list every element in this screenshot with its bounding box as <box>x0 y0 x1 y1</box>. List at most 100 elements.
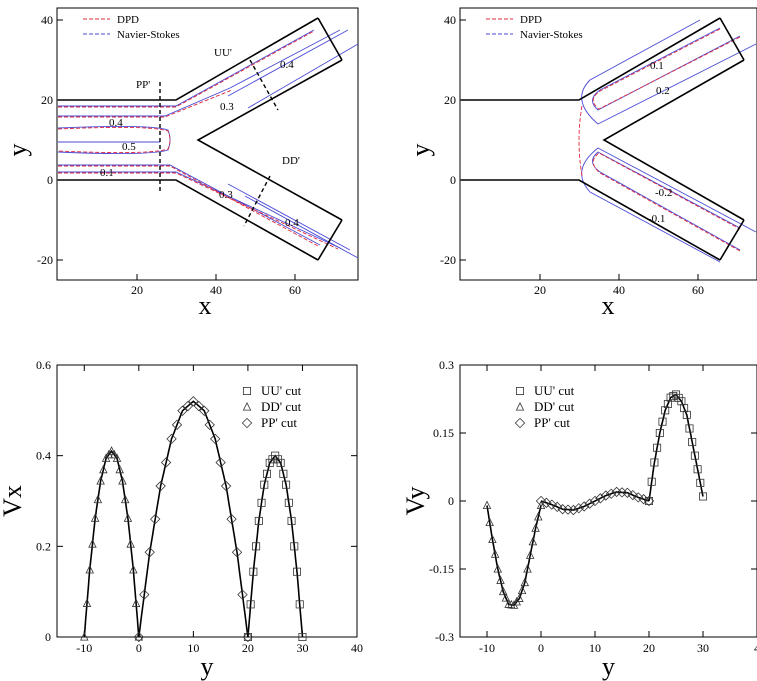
x-tick-label: 30 <box>697 641 709 655</box>
y-axis-label: y <box>3 144 32 157</box>
diamond-marker <box>182 400 194 412</box>
square-marker <box>287 516 296 525</box>
y-tick-label: -20 <box>440 253 456 267</box>
y-tick-label: 40 <box>41 13 53 27</box>
channel-walls <box>58 17 343 261</box>
diamond-marker <box>144 547 155 558</box>
x-tick-label: 40 <box>613 283 625 297</box>
channel-walls <box>461 17 745 261</box>
x-tick-label: 0 <box>538 641 544 655</box>
y-tick-label: 40 <box>444 13 456 27</box>
diamond-marker <box>568 504 579 516</box>
diamond-marker <box>589 495 601 507</box>
square-marker <box>663 399 672 408</box>
triangle-marker <box>517 585 527 595</box>
triangle-marker <box>80 632 89 641</box>
x-tick-label: 20 <box>242 641 254 655</box>
diamond-marker <box>606 488 617 499</box>
top-right-frame <box>459 7 757 281</box>
square-marker <box>647 477 656 486</box>
top-left-x-ticks: 20 40 60 <box>131 274 301 297</box>
square-marker <box>669 392 678 401</box>
legend-label: Navier-Stokes <box>520 29 583 41</box>
triangle-marker <box>120 494 130 504</box>
x-axis-label: x <box>199 291 212 320</box>
diamond-marker <box>188 396 199 407</box>
contour-label: 0.4 <box>285 217 299 229</box>
triangle-marker <box>96 476 105 485</box>
triangle-marker <box>531 523 540 532</box>
square-marker <box>295 600 304 609</box>
contour-label: 0.1 <box>100 167 114 179</box>
triangle-marker <box>107 446 116 455</box>
y-tick-label: 0.6 <box>36 358 51 372</box>
streamlines <box>57 29 359 259</box>
diamond-marker <box>584 498 595 509</box>
triangle-marker <box>520 577 530 587</box>
triangle-marker <box>536 500 546 510</box>
diamond-marker <box>237 589 248 600</box>
legend-label: DPD <box>117 14 139 26</box>
square-marker <box>298 633 307 642</box>
diamond-marker <box>193 400 204 412</box>
x-tick-label: 60 <box>692 283 704 297</box>
vy-profile-chart: -10 0 10 20 30 4 0.3 0.15 0 -0.15 -0.3 y Vy UU' cutDD… <box>401 358 757 681</box>
triangle-marker <box>90 513 100 522</box>
triangle-marker <box>82 598 92 607</box>
diamond-marker <box>166 433 177 445</box>
triangle-marker <box>485 517 494 527</box>
y-tick-label: 0 <box>47 173 53 187</box>
series-line <box>648 393 704 502</box>
y-axis-label: Vy <box>401 487 430 516</box>
square-marker <box>645 496 654 505</box>
x-tick-label: 30 <box>296 641 308 655</box>
diamond-marker <box>220 480 232 492</box>
triangle-marker <box>93 494 103 504</box>
top-left-y-ticks: 40 20 0 -20 <box>37 13 63 267</box>
y-tick-label: 0.2 <box>36 539 51 553</box>
triangle-marker <box>523 564 532 573</box>
triangle-marker <box>528 536 538 546</box>
x-axis-label: x <box>602 291 615 320</box>
x-tick-label: 40 <box>351 641 363 655</box>
square-marker <box>690 451 699 460</box>
diamond-marker <box>150 513 161 525</box>
x-tick-label: 20 <box>534 283 546 297</box>
diamond-marker <box>514 417 526 429</box>
diamond-marker <box>139 589 150 600</box>
legend-label: DD' cut <box>534 399 575 414</box>
cut-line-uu <box>249 59 279 111</box>
top-right-panel: 20 40 60 40 20 0 -20 x y <box>406 7 757 320</box>
y-tick-label: 20 <box>444 93 456 107</box>
x-tick-label: -10 <box>76 641 92 655</box>
x-tick-label: 20 <box>131 283 143 297</box>
triangle-marker <box>131 598 141 607</box>
x-tick-label: 20 <box>643 641 655 655</box>
y-axis-label: y <box>406 144 435 157</box>
plot-frame <box>56 364 358 638</box>
square-marker <box>257 498 266 507</box>
diamond-marker <box>552 501 563 513</box>
square-marker <box>693 465 702 474</box>
legend-label: DD' cut <box>261 399 302 414</box>
diamond-marker <box>573 503 584 514</box>
streamlines <box>578 19 757 263</box>
legend-label: PP' cut <box>261 415 297 430</box>
diamond-marker <box>210 433 221 445</box>
y-tick-label: 0 <box>45 630 51 644</box>
diamond-marker <box>241 417 253 429</box>
square-marker <box>260 480 269 489</box>
cut-label-uu: UU' <box>214 47 232 59</box>
y-tick-label: 0.4 <box>36 449 51 463</box>
y-axis-label: Vx <box>0 485 27 517</box>
diamond-marker <box>546 499 557 510</box>
triangle-marker <box>504 599 513 608</box>
square-marker <box>658 417 667 426</box>
y-tick-label: 0.3 <box>439 358 454 372</box>
legend-label: UU' cut <box>534 383 575 398</box>
series-line <box>83 449 140 638</box>
triangle-marker <box>482 500 492 510</box>
diamond-marker <box>541 497 552 508</box>
triangle-marker <box>515 402 525 411</box>
square-marker <box>276 458 285 467</box>
